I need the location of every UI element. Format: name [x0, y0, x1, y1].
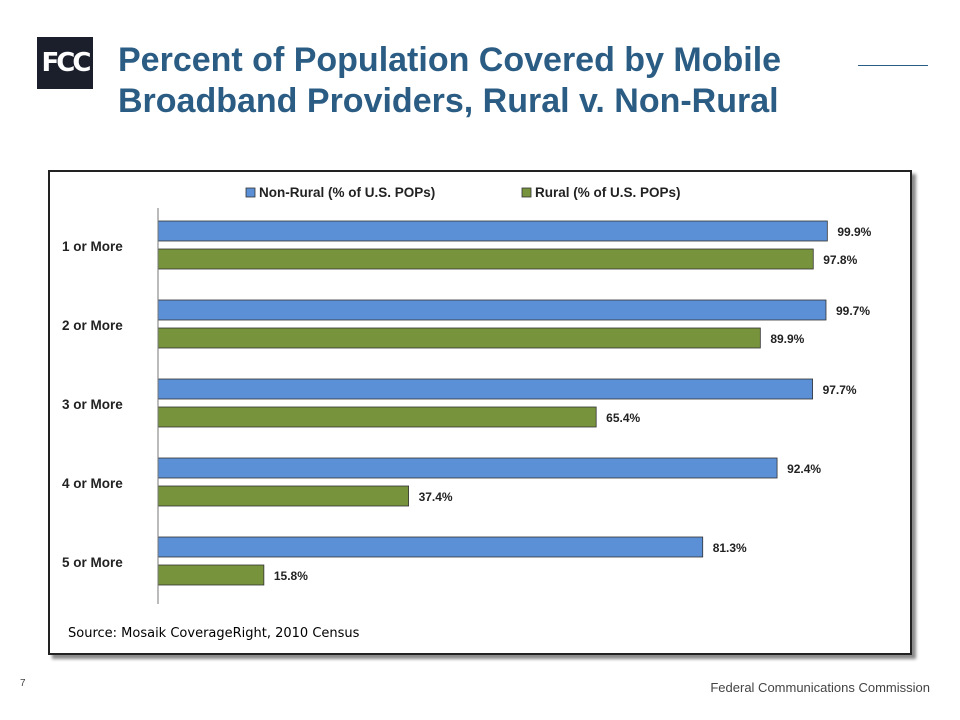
- bar-value-label: 81.3%: [713, 541, 747, 555]
- category-label: 4 or More: [62, 476, 123, 491]
- footer-org-name: Federal Communications Commission: [710, 680, 930, 695]
- legend-label: Non-Rural (% of U.S. POPs): [259, 185, 435, 200]
- bar: [157, 536, 704, 558]
- bar-value-label: 37.4%: [419, 490, 453, 504]
- legend-swatch: [245, 187, 256, 198]
- legend-label: Rural (% of U.S. POPs): [535, 185, 681, 200]
- bar-value-label: 15.8%: [274, 569, 308, 583]
- category-label: 3 or More: [62, 397, 123, 412]
- bar-value-label: 99.9%: [837, 225, 871, 239]
- bar: [157, 457, 778, 479]
- bar-value-label: 92.4%: [787, 462, 821, 476]
- bar: [157, 564, 265, 586]
- bar-value-label: 97.7%: [823, 383, 857, 397]
- bar: [157, 378, 813, 400]
- bar-value-label: 97.8%: [823, 253, 857, 267]
- bar: [157, 220, 828, 242]
- category-label: 5 or More: [62, 555, 123, 570]
- slide-title: Percent of Population Covered by Mobile …: [118, 41, 782, 120]
- category-label: 1 or More: [62, 239, 123, 254]
- chart-frame: Non-Rural (% of U.S. POPs) Rural (% of U.…: [48, 170, 912, 655]
- bar-value-label: 65.4%: [606, 411, 640, 425]
- bar-chart: Non-Rural (% of U.S. POPs) Rural (% of U.…: [62, 185, 872, 604]
- category-label: 2 or More: [62, 318, 123, 333]
- fcc-logo: FCC: [37, 37, 93, 89]
- bar: [157, 327, 761, 349]
- bar: [157, 248, 814, 270]
- bar-value-label: 89.9%: [770, 332, 804, 346]
- title-rule: [858, 65, 928, 66]
- page-number: 7: [20, 678, 26, 689]
- bar: [157, 406, 597, 428]
- source-note: Source: Mosaik CoverageRight, 2010 Censu…: [68, 626, 360, 641]
- bar-value-label: 99.7%: [836, 304, 870, 318]
- bar: [157, 485, 409, 507]
- bar: [157, 299, 827, 321]
- legend-swatch: [521, 187, 532, 198]
